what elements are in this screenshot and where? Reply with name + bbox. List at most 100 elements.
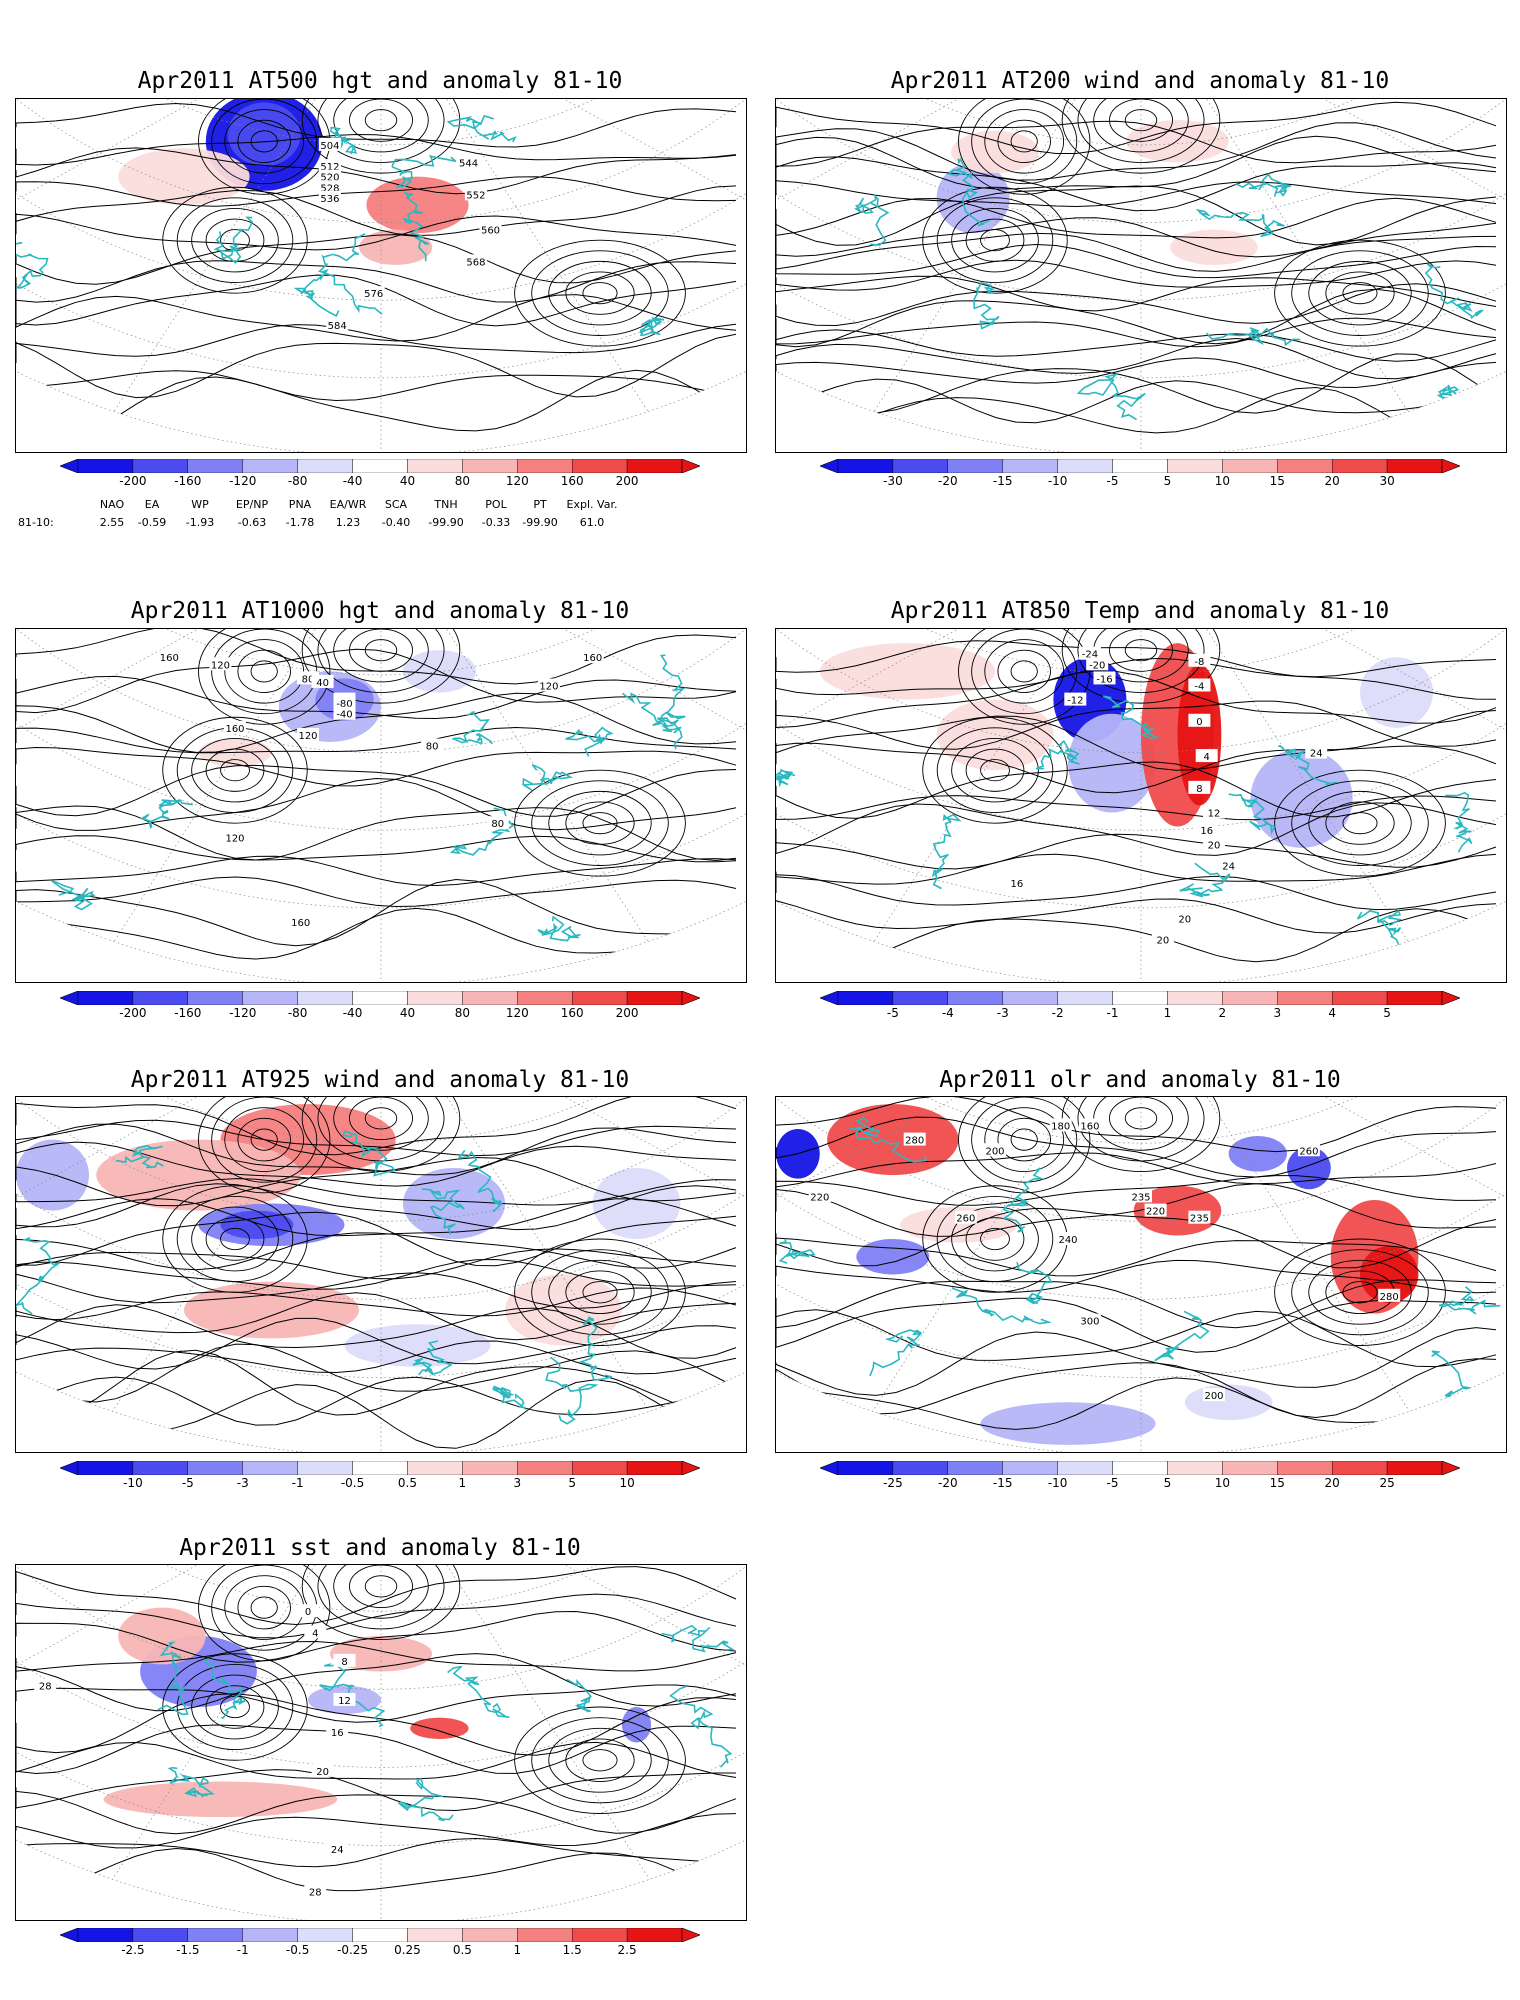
contour-label: 16 [1011,879,1024,890]
contour-label: 504 [320,141,339,152]
colorbar-segment [1002,459,1058,473]
contour-label: 528 [320,183,339,194]
colorbar-segment [517,1928,573,1942]
colorbar-tick-label: -40 [342,1006,363,1020]
colorbar: -5 -4 -3 -2 -1 1 2 3 4 5 [820,991,1460,1023]
contour-label: 120 [225,833,244,844]
colorbar-segment [242,459,298,473]
colorbar-segment [187,991,243,1005]
colorbar-end-high [681,1461,700,1475]
index-value: -0.59 [137,516,167,529]
contour-label: 80 [302,674,315,685]
colorbar-tick-label: 3 [1273,1006,1282,1020]
colorbar-segment [1112,991,1168,1005]
map-frame: 180 160 200 220 235 240 260 280 300 200 220 235 260 2… [775,1096,1507,1453]
map-canvas: 04 8 12 16 20 24 28 28 [16,1565,746,1920]
colorbar-end-high [1441,459,1460,473]
colorbar-segment [1331,991,1388,1005]
colorbar-end-high [1441,991,1460,1005]
contour-label: 0 [1196,717,1202,728]
colorbar-segment [242,991,298,1005]
colorbar-tick-label: -4 [941,1006,954,1020]
map-frame: 0 4 8 12 16 20 24 28 28 [15,1564,747,1921]
contour-label: 200 [1204,1391,1223,1402]
colorbar-tick-label: 3 [513,1476,522,1490]
colorbar-tick-label: -5 [886,1006,899,1020]
contour-label: 120 [211,660,230,671]
colorbar-segment [947,459,1003,473]
contour-label: 24 [331,1845,344,1856]
colorbar-segment [407,991,463,1005]
colorbar-segment [1222,991,1278,1005]
colorbar-segment [462,459,518,473]
colorbar-segment [407,459,463,473]
contour-label: -16 [1096,674,1112,685]
colorbar-segment [1057,1461,1113,1475]
index-name: EP/NP [235,498,269,511]
colorbar-end-high [681,991,700,1005]
colorbar-segment [1167,459,1223,473]
colorbar-segment [77,1928,134,1942]
colorbar-segment [892,1461,949,1475]
colorbar-tick-label: 200 [615,1006,639,1020]
colorbar-tick-label: 15 [1269,474,1285,488]
colorbar-end-low [60,459,79,473]
index-row-label: 81-10: [18,516,54,529]
contour-label: -20 [1089,660,1105,671]
contour-label: 20 [316,1767,329,1778]
colorbar-segment [242,1928,298,1942]
contour-label: 160 [225,724,244,735]
colorbar-tick-label: -20 [938,1476,958,1490]
index-name: NAO [99,498,125,511]
index-values-row: 2.55 -0.59 -1.93 -0.63 -1.78 1.23 -0.40 -99.90-… [0,516,760,532]
colorbar-tick-label: 10 [1214,1476,1230,1490]
colorbar-tick-label: 1 [1163,1006,1172,1020]
colorbar-tick-label: 20 [1324,1476,1340,1490]
contour-label: 520 [320,173,339,184]
colorbar-segment [1167,991,1223,1005]
colorbar-segment [571,1461,628,1475]
colorbar-segment [1331,459,1388,473]
colorbar-segment [1112,1461,1168,1475]
colorbar-segment [892,459,949,473]
colorbar-segment [1002,1461,1058,1475]
colorbar-segment [571,459,628,473]
colorbar-segment [352,1928,408,1942]
colorbar-tick-label: 4 [1328,1006,1336,1020]
contour-label: 536 [320,194,339,205]
contour-label: 28 [309,1888,322,1899]
colorbar-tick-label: -40 [342,474,363,488]
colorbar-segment [132,991,189,1005]
colorbar-tick-label: 2.5 [617,1943,637,1957]
contour-label: 12 [338,1696,351,1707]
colorbar-tick-label: -160 [174,1006,202,1020]
colorbar-segment [1167,1461,1223,1475]
contour-label: 20 [1157,936,1170,947]
contour-label: 552 [466,190,485,201]
colorbar-tick-label: 10 [1214,474,1230,488]
colorbar-segment [837,459,894,473]
colorbar-tick-label: 5 [568,1476,576,1490]
index-value: -99.90 [428,516,464,529]
colorbar-segment [837,1461,894,1475]
contour-label: 8 [1196,784,1202,795]
colorbar-tick-label: 200 [615,474,639,488]
colorbar-segment [1222,1461,1278,1475]
contour-label: 180 [1051,1121,1070,1132]
contour-label: 560 [481,226,500,237]
contour-label: 160 [291,918,310,929]
colorbar-segment [407,1928,463,1942]
colorbar-segment [132,459,189,473]
index-name: SCA [384,498,408,511]
colorbar: -10 -5 -3 -1 -0.5 0.5 1 3 5 10 [60,1461,700,1493]
colorbar-segment [1057,991,1113,1005]
colorbar-segment [892,991,949,1005]
contour-label: 576 [364,289,383,300]
colorbar-segment [462,1928,518,1942]
index-name: TNH [434,498,458,511]
colorbar-tick-label: 30 [1379,474,1395,488]
colorbar-tick-label: -1 [291,1476,304,1490]
colorbar-tick-label: -10 [1047,474,1068,488]
contour-label: 568 [466,257,485,268]
